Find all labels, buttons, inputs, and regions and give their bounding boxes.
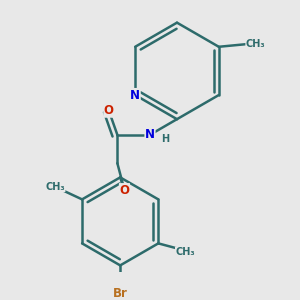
Text: O: O: [104, 104, 114, 117]
Text: O: O: [119, 184, 129, 197]
Text: H: H: [162, 134, 170, 144]
Text: Br: Br: [113, 287, 128, 300]
Text: CH₃: CH₃: [176, 247, 195, 257]
Text: N: N: [130, 88, 140, 101]
Text: CH₃: CH₃: [246, 39, 266, 49]
Text: CH₃: CH₃: [45, 182, 65, 192]
Text: N: N: [145, 128, 155, 141]
